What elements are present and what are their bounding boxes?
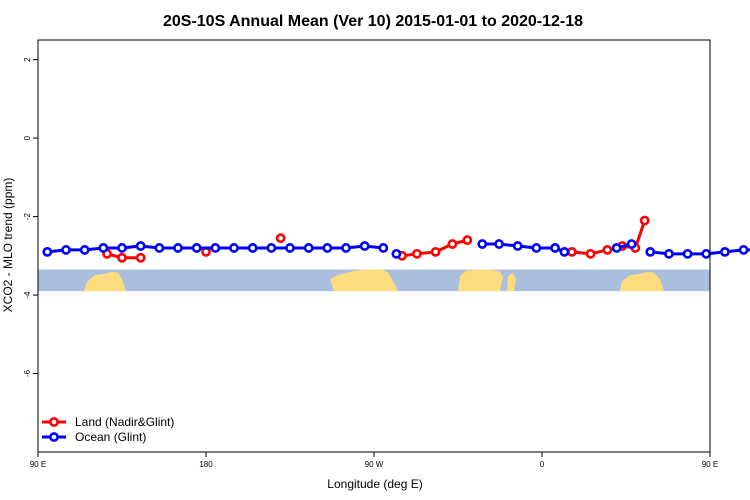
data-point (447, 239, 458, 249)
data-point (462, 235, 473, 246)
data-point (303, 243, 314, 253)
y-tick-label: -2 (23, 212, 32, 220)
data-point (341, 243, 351, 253)
data-point (210, 243, 221, 253)
data-point (664, 248, 674, 259)
data-point (531, 243, 542, 253)
data-point (266, 243, 277, 253)
map-strip-layer (38, 269, 710, 292)
data-point (602, 245, 613, 255)
y-tick-label: -4 (23, 291, 32, 299)
legend: Land (Nadir&Glint)Ocean (Glint) (42, 415, 174, 444)
y-tick-label: 0 (23, 135, 32, 140)
data-point (494, 239, 504, 249)
series-ocean (42, 239, 750, 259)
x-tick-label: 90 E (30, 460, 46, 469)
data-point (275, 233, 286, 244)
data-point (247, 243, 258, 253)
land-australia-right (620, 271, 664, 292)
data-point (117, 243, 127, 253)
data-point (98, 243, 109, 253)
land-australia-left (84, 271, 126, 292)
legend-item: Land (Nadir&Glint) (42, 415, 174, 429)
data-point (430, 246, 441, 257)
y-tick-label: -6 (23, 369, 32, 377)
x-tick-label: 180 (199, 460, 213, 469)
data-point (135, 252, 146, 263)
data-point (585, 248, 596, 259)
y-axis-label: XCO2 - MLO trend (ppm) (1, 178, 15, 313)
data-point (639, 215, 650, 226)
y-axis: 2 0 -2 -4 -6 (23, 57, 38, 377)
data-point (154, 243, 165, 253)
legend-swatch-marker (49, 432, 59, 442)
x-tick-label: 90 W (365, 460, 384, 469)
legend-label: Land (Nadir&Glint) (75, 415, 174, 429)
x-tick-label: 0 (540, 460, 545, 469)
data-point (191, 243, 202, 253)
series-layer (42, 215, 750, 263)
x-tick-label: 90 E (702, 460, 718, 469)
data-point (559, 246, 570, 257)
land-madagascar (507, 272, 516, 292)
data-point (378, 243, 389, 253)
data-point (135, 241, 146, 251)
data-point (117, 252, 127, 263)
data-point (285, 243, 295, 253)
data-point (720, 246, 730, 257)
y-tick-label: 2 (23, 57, 32, 62)
data-point (79, 245, 90, 255)
x-axis-label: Longitude (deg E) (327, 477, 422, 491)
data-point (512, 241, 523, 251)
data-point (412, 248, 422, 259)
data-point (682, 248, 693, 259)
legend-item: Ocean (Glint) (42, 430, 146, 444)
data-point (477, 239, 488, 249)
chart-title: 20S-10S Annual Mean (Ver 10) 2015-01-01 … (163, 13, 583, 30)
data-point (61, 245, 71, 255)
data-point (322, 243, 333, 253)
data-point (391, 248, 402, 259)
legend-swatch-marker (49, 417, 59, 427)
data-point (626, 239, 637, 249)
data-point (611, 243, 622, 253)
x-axis: 90 E 180 90 W 0 90 E (30, 452, 718, 469)
land-africa (458, 269, 503, 292)
data-point (42, 246, 53, 257)
data-point (645, 246, 656, 257)
data-point (229, 243, 239, 253)
data-point (701, 248, 712, 259)
data-point (173, 243, 183, 253)
data-point (566, 246, 577, 257)
data-point (359, 241, 370, 251)
data-point (738, 245, 749, 255)
legend-label: Ocean (Glint) (75, 430, 146, 444)
land-south-america (330, 269, 398, 292)
data-point (550, 243, 560, 253)
